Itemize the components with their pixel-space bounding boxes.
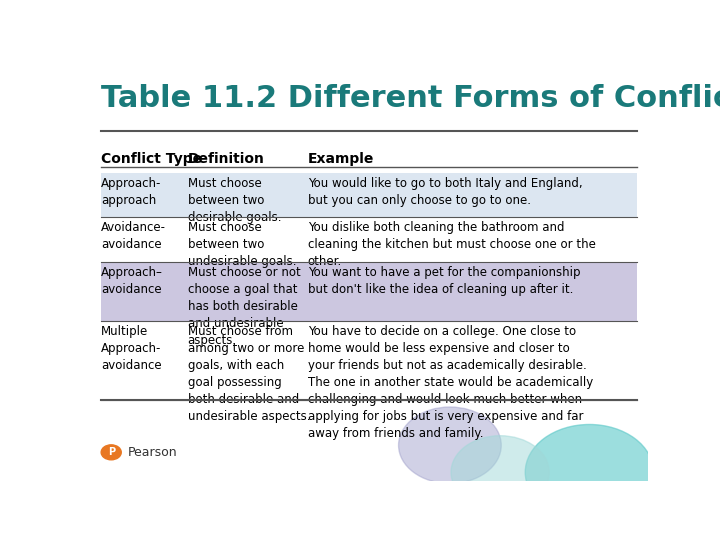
Text: You dislike both cleaning the bathroom and
cleaning the kitchen but must choose : You dislike both cleaning the bathroom a… — [307, 221, 595, 268]
Text: Must choose from
among two or more
goals, with each
goal possessing
both desirab: Must choose from among two or more goals… — [188, 325, 310, 423]
Text: Conflict Type: Conflict Type — [101, 152, 202, 166]
Text: Pearson: Pearson — [128, 446, 178, 459]
Text: Multiple
Approach-
avoidance: Multiple Approach- avoidance — [101, 325, 162, 372]
Text: Approach–
avoidance: Approach– avoidance — [101, 266, 163, 296]
Text: Definition: Definition — [188, 152, 264, 166]
Text: Must choose
between two
desirable goals.: Must choose between two desirable goals. — [188, 177, 281, 224]
FancyBboxPatch shape — [101, 173, 637, 217]
Text: You have to decide on a college. One close to
home would be less expensive and c: You have to decide on a college. One clo… — [307, 325, 593, 440]
Text: Avoidance-
avoidance: Avoidance- avoidance — [101, 221, 166, 251]
Text: Approach-
approach: Approach- approach — [101, 177, 161, 207]
Text: Must choose
between two
undesirable goals.: Must choose between two undesirable goal… — [188, 221, 296, 268]
Text: Table 11.2 Different Forms of Conflict: Table 11.2 Different Forms of Conflict — [101, 84, 720, 112]
Circle shape — [451, 436, 549, 509]
Text: Must choose or not
choose a goal that
has both desirable
and undesirable
aspects: Must choose or not choose a goal that ha… — [188, 266, 300, 347]
Circle shape — [526, 424, 654, 520]
Text: Example: Example — [307, 152, 374, 166]
FancyBboxPatch shape — [101, 262, 637, 321]
Text: You want to have a pet for the companionship
but don't like the idea of cleaning: You want to have a pet for the companion… — [307, 266, 580, 296]
Circle shape — [399, 407, 501, 483]
Text: You would like to go to both Italy and England,
but you can only choose to go to: You would like to go to both Italy and E… — [307, 177, 582, 207]
Circle shape — [101, 445, 121, 460]
Text: P: P — [108, 447, 114, 457]
